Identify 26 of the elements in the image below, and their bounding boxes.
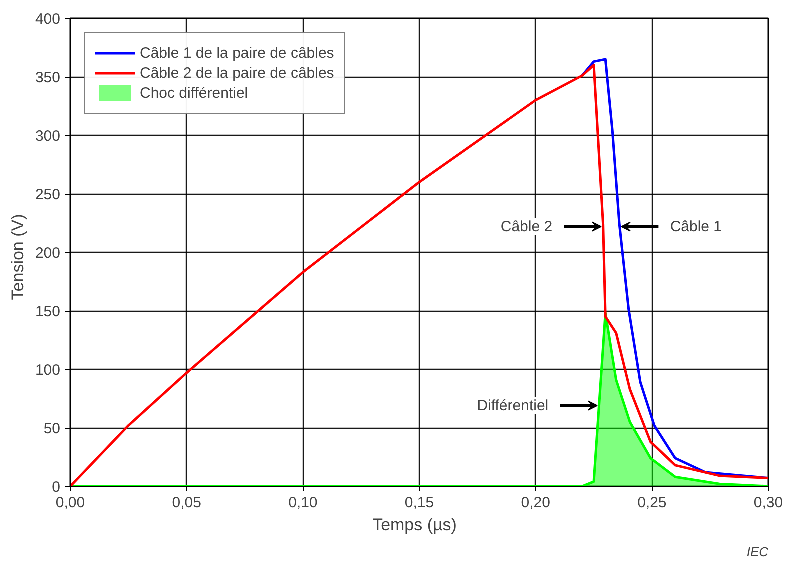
y-tick-label: 150	[35, 304, 61, 320]
line-series	[581, 58, 768, 480]
annotation: Câble 2	[500, 218, 553, 236]
x-tick-label: 0,00	[56, 494, 86, 512]
legend-label: Câble 1 de la paire de câbles	[140, 44, 334, 62]
x-tick-label: 0,15	[404, 494, 434, 512]
y-tick-label: 50	[44, 420, 61, 438]
x-tick-label: 0,30	[754, 494, 784, 512]
x-tick-label: 0,10	[288, 494, 318, 512]
y-tick-label: 350	[35, 70, 61, 86]
y-tick-label: 0	[52, 479, 60, 496]
x-axis-title: Temps (µs)	[372, 516, 457, 534]
y-axis-title: Tension (V)	[8, 214, 28, 300]
x-tick-label: 0,05	[172, 494, 202, 512]
x-tick-label: 0,25	[638, 494, 667, 512]
x-tick-label: 0,20	[521, 494, 550, 512]
y-tick-label: 400	[35, 11, 61, 28]
text: IEC	[746, 544, 770, 560]
y-tick-label: 200	[35, 245, 61, 262]
legend-label: Choc différentiel	[140, 84, 248, 102]
y-tick-label: 250	[35, 186, 61, 204]
annotation: Câble 1	[670, 218, 722, 236]
y-tick-label: 100	[35, 362, 61, 379]
legend-label: Câble 2 de la paire de câbles	[140, 64, 334, 82]
annotation: Différentiel	[477, 397, 549, 414]
y-tick-label: 300	[35, 128, 61, 145]
